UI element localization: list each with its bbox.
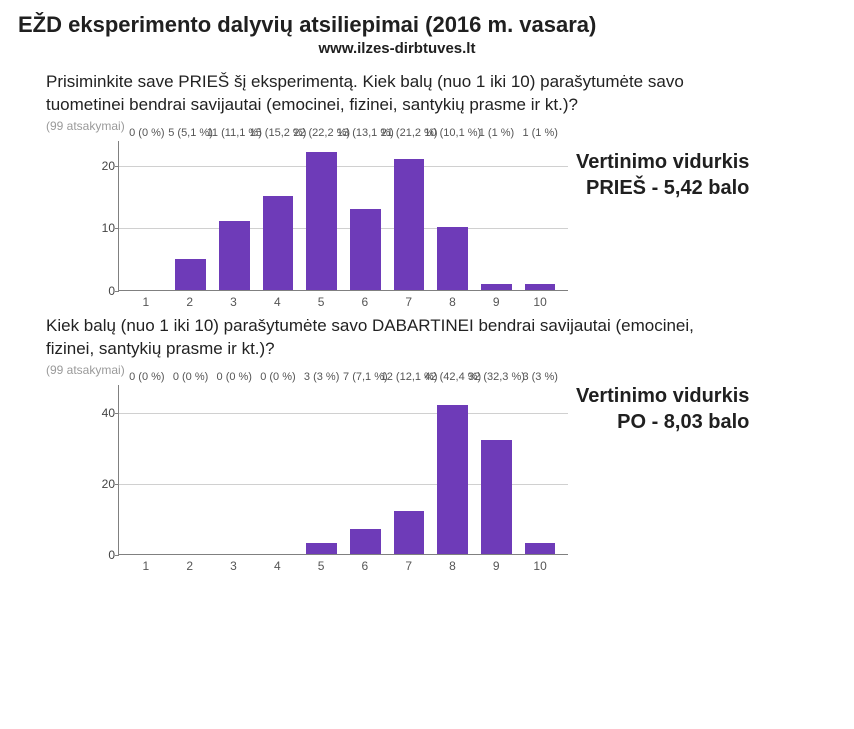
- after-bar-slot: 0 (0 %): [169, 385, 213, 554]
- after-bar-label: 3 (3 %): [522, 371, 557, 383]
- before-bar: [219, 221, 250, 290]
- before-chart-row: 0 10 20 0 (0 %)5 (5,1 %)11 (11,1 %)15 (15,2…: [18, 141, 836, 309]
- before-xtick: 4: [255, 295, 299, 309]
- after-bar-label: 0 (0 %): [260, 371, 295, 383]
- after-bar-label: 3 (3 %): [304, 371, 339, 383]
- before-xtick: 7: [387, 295, 431, 309]
- before-bar: [263, 196, 294, 290]
- before-bar: [175, 259, 206, 290]
- before-xaxis: 12345678910: [118, 295, 568, 309]
- after-bar-slot: 12 (12,1 %): [387, 385, 431, 554]
- after-xtick: 8: [431, 559, 475, 573]
- before-average: Vertinimo vidurkis PRIEŠ - 5,42 balo: [576, 149, 749, 201]
- after-xtick: 10: [518, 559, 562, 573]
- before-bar-slot: 5 (5,1 %): [169, 141, 213, 290]
- after-xtick: 1: [124, 559, 168, 573]
- before-avg-line1: Vertinimo vidurkis: [576, 149, 749, 175]
- before-bar-slot: 11 (11,1 %): [212, 141, 256, 290]
- before-bar-label: 1 (1 %): [479, 127, 514, 139]
- after-chart-row: 020400 (0 %)0 (0 %)0 (0 %)0 (0 %)3 (3 %)…: [18, 385, 836, 573]
- before-bar-slot: 15 (15,2 %): [256, 141, 300, 290]
- after-ytick-label: 20: [91, 477, 115, 491]
- after-avg-line2: PO - 8,03 balo: [576, 409, 749, 435]
- after-question: Kiek balų (nuo 1 iki 10) parašytumėte sa…: [46, 315, 726, 361]
- before-bar: [481, 284, 512, 290]
- after-bar: [350, 529, 381, 554]
- after-bar-slot: 0 (0 %): [212, 385, 256, 554]
- before-ytick-label: 10: [91, 221, 115, 235]
- after-bar-label: 32 (32,3 %): [468, 371, 525, 383]
- before-xtick: 5: [299, 295, 343, 309]
- before-ytick-mark: [115, 291, 119, 292]
- before-ytick-label: 20: [91, 159, 115, 173]
- before-xtick: 2: [168, 295, 212, 309]
- before-bar-slot: 10 (10,1 %): [431, 141, 475, 290]
- after-bar: [437, 405, 468, 554]
- before-bar: [394, 159, 425, 290]
- before-bar-slot: 21 (21,2 %): [387, 141, 431, 290]
- after-bar-slot: 3 (3 %): [518, 385, 562, 554]
- after-bar-slot: 42 (42,4 %): [431, 385, 475, 554]
- before-question: Prisiminkite save PRIEŠ šį eksperimentą.…: [46, 71, 726, 117]
- after-plot: 020400 (0 %)0 (0 %)0 (0 %)0 (0 %)3 (3 %)…: [118, 385, 568, 555]
- after-bar-slot: 3 (3 %): [300, 385, 344, 554]
- after-bar: [525, 543, 556, 554]
- after-bar-label: 0 (0 %): [173, 371, 208, 383]
- after-bar-slot: 32 (32,3 %): [475, 385, 519, 554]
- after-avg-line1: Vertinimo vidurkis: [576, 383, 749, 409]
- before-bar-slot: 1 (1 %): [475, 141, 519, 290]
- before-xtick: 1: [124, 295, 168, 309]
- after-bar: [481, 440, 512, 553]
- after-xtick: 3: [212, 559, 256, 573]
- before-bars: 0 (0 %)5 (5,1 %)11 (11,1 %)15 (15,2 %)22…: [119, 141, 568, 290]
- before-bar: [525, 284, 556, 290]
- before-bar-label: 0 (0 %): [129, 127, 164, 139]
- before-bar-label: 1 (1 %): [522, 127, 557, 139]
- before-xtick: 3: [212, 295, 256, 309]
- page-subtitle: www.ilzes-dirbtuves.lt: [0, 40, 836, 57]
- before-bar-slot: 1 (1 %): [518, 141, 562, 290]
- after-xtick: 7: [387, 559, 431, 573]
- before-bar-label: 10 (10,1 %): [424, 127, 481, 139]
- after-chart: 020400 (0 %)0 (0 %)0 (0 %)0 (0 %)3 (3 %)…: [118, 385, 568, 573]
- before-question-block: Prisiminkite save PRIEŠ šį eksperimentą.…: [18, 71, 836, 133]
- after-question-block: Kiek balų (nuo 1 iki 10) parašytumėte sa…: [18, 315, 836, 377]
- after-bar-label: 0 (0 %): [217, 371, 252, 383]
- after-xtick: 9: [474, 559, 518, 573]
- before-chart: 010200 (0 %)5 (5,1 %)11 (11,1 %)15 (15,2…: [118, 141, 568, 309]
- page-title: EŽD eksperimento dalyvių atsiliepimai (2…: [18, 12, 836, 38]
- after-xtick: 5: [299, 559, 343, 573]
- after-bar: [394, 511, 425, 554]
- before-avg-line2: PRIEŠ - 5,42 balo: [576, 175, 749, 201]
- before-plot: 010200 (0 %)5 (5,1 %)11 (11,1 %)15 (15,2…: [118, 141, 568, 291]
- after-bar-slot: 0 (0 %): [125, 385, 169, 554]
- after-ytick-mark: [115, 555, 119, 556]
- after-xaxis: 12345678910: [118, 559, 568, 573]
- before-bar-slot: 13 (13,1 %): [344, 141, 388, 290]
- before-ytick-label: 0: [91, 284, 115, 298]
- before-xtick: 10: [518, 295, 562, 309]
- before-xtick: 9: [474, 295, 518, 309]
- before-bar-slot: 0 (0 %): [125, 141, 169, 290]
- before-bar-slot: 22 (22,2 %): [300, 141, 344, 290]
- after-bar-label: 0 (0 %): [129, 371, 164, 383]
- before-bar: [350, 209, 381, 290]
- after-average: Vertinimo vidurkis PO - 8,03 balo: [576, 383, 749, 435]
- after-bar-slot: 7 (7,1 %): [344, 385, 388, 554]
- after-bar-slot: 0 (0 %): [256, 385, 300, 554]
- before-bar: [306, 152, 337, 290]
- after-bars: 0 (0 %)0 (0 %)0 (0 %)0 (0 %)3 (3 %)7 (7,…: [119, 385, 568, 554]
- after-bar: [306, 543, 337, 554]
- before-bar: [437, 227, 468, 290]
- after-xtick: 2: [168, 559, 212, 573]
- before-xtick: 6: [343, 295, 387, 309]
- after-xtick: 4: [255, 559, 299, 573]
- after-xtick: 6: [343, 559, 387, 573]
- before-xtick: 8: [431, 295, 475, 309]
- after-ytick-label: 40: [91, 406, 115, 420]
- after-ytick-label: 0: [91, 548, 115, 562]
